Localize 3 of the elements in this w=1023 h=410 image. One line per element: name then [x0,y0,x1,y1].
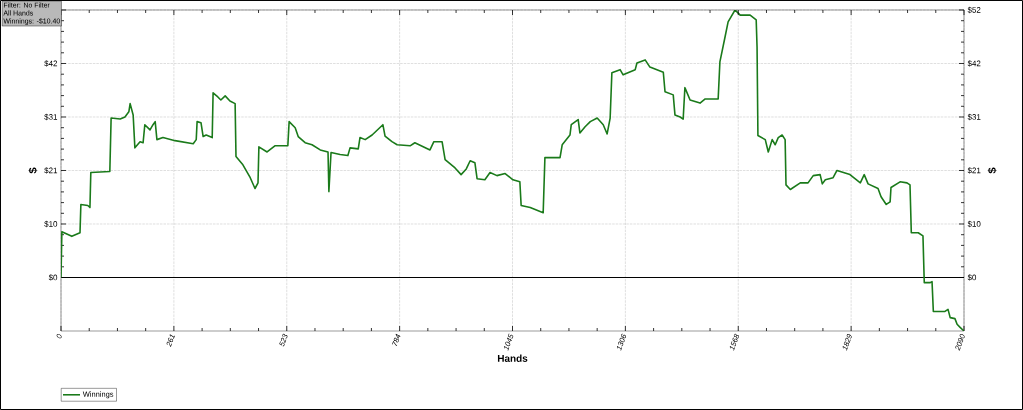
y2-axis-title: $ [987,167,997,174]
x-axis-title: Hands [497,354,528,362]
y-axis-title: $ [28,167,38,174]
